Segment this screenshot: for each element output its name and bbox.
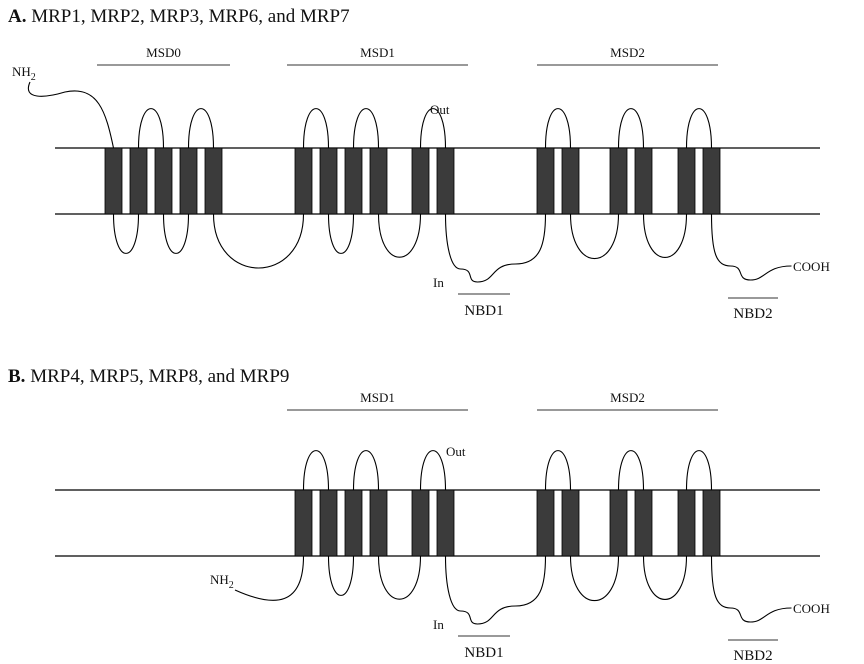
tm-helix	[319, 147, 338, 215]
nh2-sub: 2	[229, 580, 234, 591]
cooh-label: COOH	[793, 259, 830, 274]
in-label: In	[433, 617, 444, 632]
domain-label: MSD2	[610, 390, 645, 405]
out-label: Out	[430, 102, 450, 117]
nbd1-label: NBD1	[464, 645, 503, 661]
panel-title: B. MRP4, MRP5, MRP8, and MRP9	[8, 366, 289, 387]
tm-helix	[369, 147, 388, 215]
tm-helix	[436, 147, 455, 215]
panel-title: A. MRP1, MRP2, MRP3, MRP6, and MRP7	[8, 6, 350, 27]
tm-helix	[561, 147, 580, 215]
nh2-sub: 2	[31, 72, 36, 83]
tm-helix	[609, 147, 628, 215]
protein-chain	[234, 450, 792, 625]
nh2-label: NH2	[12, 64, 36, 83]
tm-helix	[536, 489, 555, 557]
tm-helix	[204, 147, 223, 215]
tm-helix	[634, 147, 653, 215]
tm-helix	[561, 489, 580, 557]
tm-helix	[319, 489, 338, 557]
domain-label: MSD2	[610, 45, 645, 60]
in-label: In	[433, 275, 444, 290]
tm-helix	[344, 147, 363, 215]
nh2-label: NH2	[210, 572, 234, 591]
domain-label: MSD1	[360, 45, 395, 60]
tm-helix	[677, 147, 696, 215]
tm-helix	[179, 147, 198, 215]
tm-helix	[536, 147, 555, 215]
tm-helix	[344, 489, 363, 557]
domain-label: MSD0	[146, 45, 181, 60]
tm-helix	[294, 489, 313, 557]
tm-helix	[129, 147, 148, 215]
nh2-text: NH	[210, 572, 229, 587]
tm-helix	[702, 147, 721, 215]
tm-helix	[702, 489, 721, 557]
nh2-text: NH	[12, 64, 31, 79]
out-label: Out	[446, 444, 466, 459]
tm-helix	[436, 489, 455, 557]
nbd2-label: NBD2	[733, 648, 772, 664]
tm-helix	[411, 147, 430, 215]
tm-helix	[411, 489, 430, 557]
tm-helix	[369, 489, 388, 557]
panel-label: A.	[8, 6, 26, 27]
panel-title-text: MRP1, MRP2, MRP3, MRP6, and MRP7	[31, 6, 349, 27]
protein-chain	[27, 81, 792, 283]
nbd1-label: NBD1	[464, 303, 503, 319]
tm-helix	[609, 489, 628, 557]
panel-title-text: MRP4, MRP5, MRP8, and MRP9	[30, 366, 289, 387]
tm-helix	[154, 147, 173, 215]
cooh-label: COOH	[793, 601, 830, 616]
tm-helix	[104, 147, 123, 215]
tm-helix	[677, 489, 696, 557]
panel-label: B.	[8, 366, 25, 387]
nbd2-label: NBD2	[733, 306, 772, 322]
tm-helix	[294, 147, 313, 215]
tm-helix	[634, 489, 653, 557]
domain-label: MSD1	[360, 390, 395, 405]
